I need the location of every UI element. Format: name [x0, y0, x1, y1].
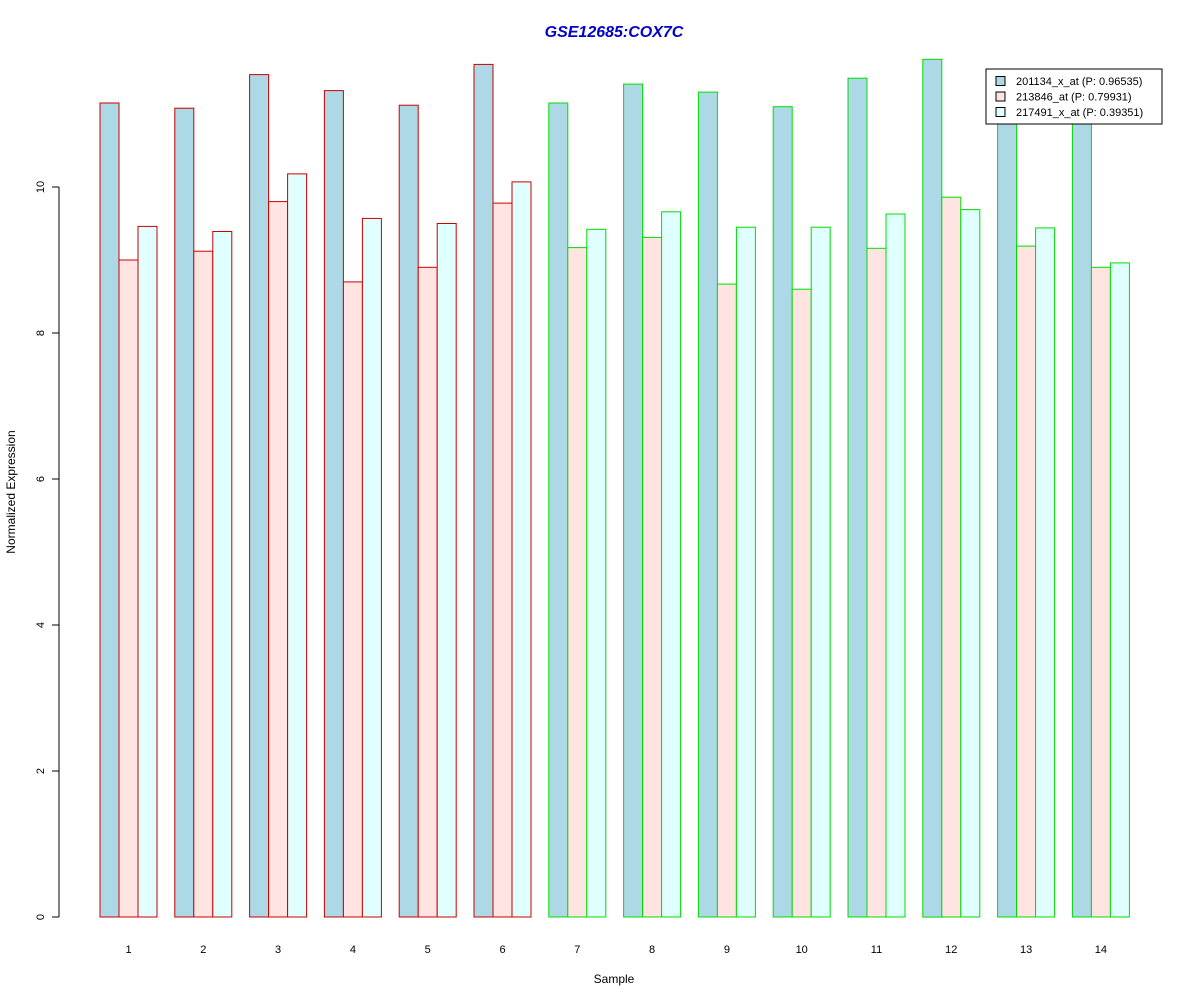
- x-tick-label: 10: [796, 944, 808, 956]
- bar-sample-12-series-2: [941, 196, 962, 918]
- bar-sample-8-series-2: [642, 236, 663, 918]
- x-tick-label: 11: [871, 944, 882, 956]
- legend-swatch: [995, 91, 1006, 102]
- x-tick-label: 12: [945, 944, 957, 956]
- bar-sample-5-series-2: [417, 266, 438, 918]
- bar-sample-13-series-3: [1035, 227, 1056, 918]
- bar-sample-14-series-2: [1090, 266, 1111, 918]
- x-tick-label: 2: [200, 944, 206, 956]
- bar-sample-4-series-3: [361, 217, 382, 918]
- bar-sample-4-series-1: [323, 90, 344, 918]
- bar-sample-10-series-3: [810, 226, 831, 918]
- x-tick-label: 5: [425, 944, 431, 956]
- bar-sample-1-series-3: [137, 225, 158, 918]
- x-tick-label: 8: [649, 944, 655, 956]
- y-tick-label: 0: [35, 914, 47, 920]
- legend-box: [985, 68, 1163, 125]
- x-tick-label: 6: [499, 944, 505, 956]
- bar-sample-12-series-3: [960, 209, 981, 918]
- legend-entry: 201134_x_at (P: 0.96535): [1016, 76, 1142, 88]
- legend: 201134_x_at (P: 0.96535) 213846_at (P: 0.…: [985, 68, 1163, 125]
- bar-sample-3-series-2: [268, 201, 289, 918]
- bar-sample-11-series-3: [885, 213, 906, 918]
- legend-swatch: [995, 76, 1006, 86]
- bar-sample-13-series-1: [997, 113, 1018, 918]
- x-axis-tick-labels: 1 2 3 4 5 6 7 8 9 10 11 12 13 14: [125, 944, 1107, 956]
- bar-sample-5-series-3: [436, 223, 457, 918]
- legend-entry: 217491_x_at (P: 0.39351): [1016, 107, 1143, 119]
- bar-sample-5-series-1: [398, 104, 419, 918]
- bar-sample-12-series-1: [922, 58, 943, 918]
- bar-sample-11-series-1: [847, 77, 868, 918]
- bar-sample-4-series-2: [342, 281, 363, 918]
- bar-sample-9-series-3: [735, 226, 756, 918]
- bar-sample-1-series-1: [99, 102, 120, 918]
- x-tick-label: 3: [275, 944, 281, 956]
- bar-sample-1-series-2: [118, 259, 139, 918]
- y-tick-label: 10: [35, 181, 47, 193]
- bar-sample-7-series-1: [548, 102, 569, 918]
- x-tick-label: 9: [724, 944, 730, 956]
- y-tick-label: 8: [35, 330, 47, 336]
- bar-sample-3-series-1: [249, 74, 270, 918]
- bar-sample-2-series-3: [212, 231, 233, 918]
- chart-title: GSE12685:COX7C: [545, 24, 684, 41]
- x-tick-label: 1: [125, 944, 131, 956]
- bar-sample-6-series-3: [511, 181, 532, 918]
- x-tick-label: 7: [574, 944, 580, 956]
- legend-entry: 213846_at (P: 0.79931): [1016, 92, 1132, 104]
- bar-sample-10-series-2: [791, 288, 812, 918]
- bar-sample-9-series-2: [716, 283, 737, 918]
- y-axis: 0 2 4 6 8 10: [35, 181, 60, 920]
- y-tick-label: 2: [35, 768, 47, 774]
- legend-swatch: [995, 107, 1006, 117]
- bar-sample-7-series-3: [586, 228, 607, 918]
- bar-sample-8-series-3: [661, 211, 682, 918]
- bar-sample-8-series-1: [623, 83, 644, 918]
- bar-sample-14-series-3: [1109, 262, 1130, 918]
- bar-sample-2-series-1: [174, 107, 195, 918]
- bar-sample-6-series-2: [492, 202, 513, 918]
- x-tick-label: 4: [350, 944, 356, 956]
- bar-sample-14-series-1: [1071, 113, 1092, 918]
- bar-sample-7-series-2: [567, 247, 588, 918]
- bar-sample-6-series-1: [473, 63, 494, 918]
- y-axis-label: Normalized Expression: [4, 430, 18, 553]
- bar-sample-10-series-1: [772, 106, 793, 918]
- bar-sample-2-series-2: [193, 250, 214, 918]
- bars-group: [99, 58, 1130, 918]
- bar-sample-9-series-1: [697, 91, 718, 918]
- bar-sample-3-series-3: [287, 173, 308, 918]
- bar-sample-11-series-2: [866, 247, 887, 918]
- x-tick-label: 13: [1020, 944, 1032, 956]
- bar-sample-13-series-2: [1016, 245, 1037, 918]
- x-tick-label: 14: [1095, 944, 1107, 956]
- y-tick-label: 6: [35, 476, 47, 482]
- y-tick-label: 4: [35, 622, 47, 628]
- x-axis-label: Sample: [594, 972, 635, 986]
